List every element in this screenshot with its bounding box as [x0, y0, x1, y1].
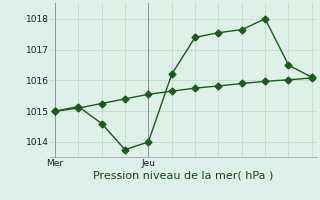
X-axis label: Pression niveau de la mer( hPa ): Pression niveau de la mer( hPa ): [93, 171, 274, 181]
